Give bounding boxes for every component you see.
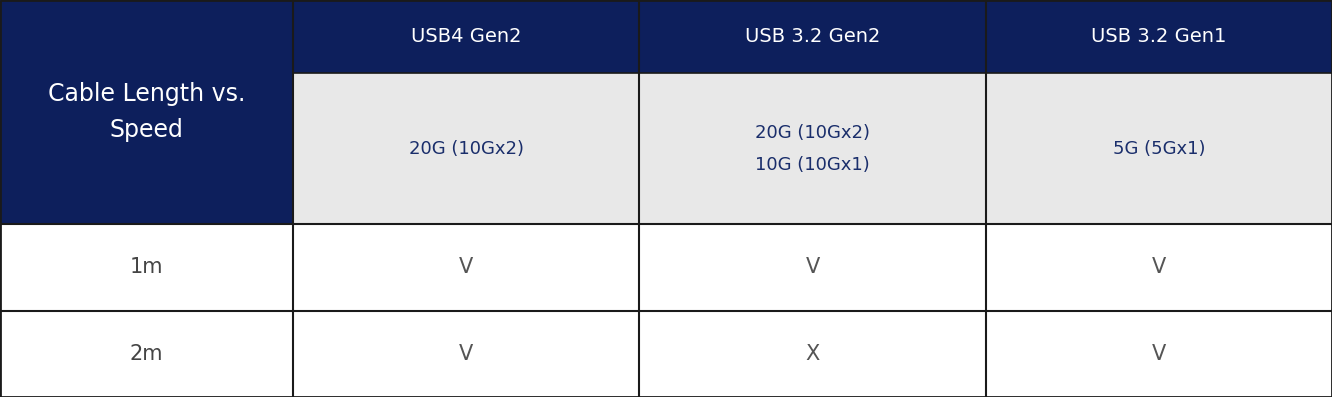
Text: V: V: [1152, 258, 1166, 278]
Text: V: V: [460, 344, 473, 364]
Bar: [293, 224, 639, 311]
Bar: [0, 0, 293, 224]
Bar: [293, 0, 639, 73]
Text: X: X: [806, 344, 819, 364]
Bar: [0, 224, 293, 311]
Text: 20G (10Gx2): 20G (10Gx2): [409, 140, 523, 158]
Text: 20G (10Gx2)
10G (10Gx1): 20G (10Gx2) 10G (10Gx1): [755, 124, 870, 174]
Bar: [293, 311, 639, 397]
Bar: [986, 0, 1332, 73]
Text: V: V: [1152, 344, 1166, 364]
Text: 5G (5Gx1): 5G (5Gx1): [1112, 140, 1205, 158]
Bar: [986, 73, 1332, 224]
Bar: [639, 224, 986, 311]
Text: USB 3.2 Gen2: USB 3.2 Gen2: [745, 27, 880, 46]
Bar: [0, 311, 293, 397]
Text: USB4 Gen2: USB4 Gen2: [412, 27, 521, 46]
Bar: [986, 311, 1332, 397]
Text: V: V: [806, 258, 819, 278]
Bar: [639, 311, 986, 397]
Text: V: V: [460, 258, 473, 278]
Text: USB 3.2 Gen1: USB 3.2 Gen1: [1091, 27, 1227, 46]
Bar: [986, 224, 1332, 311]
Text: Cable Length vs.
Speed: Cable Length vs. Speed: [48, 83, 245, 142]
Text: 2m: 2m: [129, 344, 164, 364]
Bar: [293, 73, 639, 224]
Bar: [639, 0, 986, 73]
Text: 1m: 1m: [129, 258, 164, 278]
Bar: [639, 73, 986, 224]
